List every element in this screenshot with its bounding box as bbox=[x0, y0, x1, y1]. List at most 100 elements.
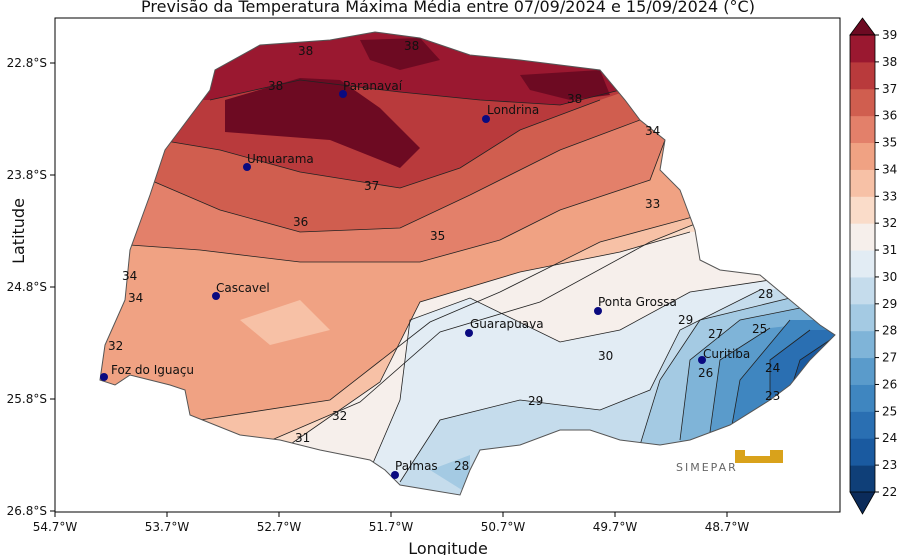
contour-label: 28 bbox=[758, 287, 773, 301]
colorbar-segment bbox=[850, 330, 875, 359]
colorbar-segment bbox=[850, 88, 875, 117]
svg-text:Foz do Iguaçu: Foz do Iguaçu bbox=[111, 363, 194, 377]
contour-label: 34 bbox=[128, 291, 143, 305]
x-axis-label: Longitude bbox=[408, 539, 488, 555]
colorbar-tick-label: 32 bbox=[882, 216, 897, 230]
contour-label: 25 bbox=[752, 322, 767, 336]
contour-label: 35 bbox=[430, 229, 445, 243]
y-tick-label: 24.8°S bbox=[7, 280, 47, 294]
contour-label: 34 bbox=[122, 269, 137, 283]
svg-text:Umuarama: Umuarama bbox=[247, 152, 314, 166]
simepar-logo: SIMEPAR bbox=[676, 450, 783, 474]
svg-text:Ponta Grossa: Ponta Grossa bbox=[598, 295, 677, 309]
y-tick-label: 23.8°S bbox=[7, 168, 47, 182]
colorbar-extend-top bbox=[849, 17, 876, 36]
colorbar-tick-label: 38 bbox=[882, 55, 897, 69]
colorbar-tick-label: 34 bbox=[882, 162, 897, 176]
city-cascavel: Cascavel bbox=[212, 281, 270, 300]
contour-label: 27 bbox=[708, 327, 723, 341]
colorbar-segment bbox=[850, 115, 875, 144]
x-axis: 54.7°W 53.7°W 52.7°W 51.7°W 50.7°W 49.7°… bbox=[33, 512, 749, 558]
colorbar: 22 23 24 25 26 27 28 29 30 31 32 33 34 35 36 37 38 39 bbox=[849, 17, 897, 515]
contour-label: 30 bbox=[598, 349, 613, 363]
contour-label: 28 bbox=[454, 459, 469, 473]
contour-label: 38 bbox=[567, 92, 582, 106]
city-markers: Paranavaí Londrina Umuarama Cascavel Gua… bbox=[100, 79, 750, 479]
colorbar-tick-label: 25 bbox=[882, 404, 897, 418]
city-curitiba: Curitiba bbox=[698, 347, 750, 364]
x-tick-label: 53.7°W bbox=[145, 520, 190, 534]
svg-text:Londrina: Londrina bbox=[487, 103, 539, 117]
colorbar-tick-label: 27 bbox=[882, 351, 897, 365]
svg-text:Paranavaí: Paranavaí bbox=[343, 79, 403, 93]
colorbar-segment bbox=[850, 465, 875, 493]
map-title: Previsão da Temperatura Máxima Média ent… bbox=[141, 0, 755, 16]
city-paranavai: Paranavaí bbox=[339, 79, 403, 98]
colorbar-segment bbox=[850, 169, 875, 197]
y-tick-label: 25.8°S bbox=[7, 392, 47, 406]
contour-label: 34 bbox=[645, 124, 660, 138]
colorbar-tick-label: 37 bbox=[882, 82, 897, 96]
colorbar-segment bbox=[850, 276, 875, 305]
contour-label: 29 bbox=[528, 394, 543, 408]
contour-label: 26 bbox=[698, 366, 713, 380]
colorbar-segment bbox=[850, 411, 875, 439]
svg-text:Cascavel: Cascavel bbox=[216, 281, 270, 295]
city-ponta-grossa: Ponta Grossa bbox=[594, 295, 677, 315]
city-palmas: Palmas bbox=[391, 459, 438, 479]
city-foz-do-iguacu: Foz do Iguaçu bbox=[100, 363, 194, 381]
colorbar-segment bbox=[850, 223, 875, 251]
colorbar-tick-label: 39 bbox=[882, 28, 897, 42]
contour-label: 23 bbox=[765, 389, 780, 403]
y-tick-label: 22.8°S bbox=[7, 56, 47, 70]
svg-text:SIMEPAR: SIMEPAR bbox=[676, 461, 738, 474]
y-axis-label: Latitude bbox=[9, 198, 28, 264]
colorbar-segment bbox=[850, 303, 875, 332]
colorbar-segment bbox=[850, 384, 875, 412]
svg-text:Curitiba: Curitiba bbox=[703, 347, 750, 361]
x-tick-label: 49.7°W bbox=[593, 520, 638, 534]
colorbar-tick-label: 24 bbox=[882, 431, 897, 445]
contour-label: 36 bbox=[293, 215, 308, 229]
colorbar-tick-label: 26 bbox=[882, 377, 897, 391]
svg-text:Palmas: Palmas bbox=[395, 459, 438, 473]
contour-label: 29 bbox=[678, 313, 693, 327]
colorbar-tick-label: 23 bbox=[882, 458, 897, 472]
colorbar-tick-label: 33 bbox=[882, 189, 897, 203]
x-tick-label: 54.7°W bbox=[33, 520, 78, 534]
contour-label: 31 bbox=[295, 431, 310, 445]
y-axis: 22.8°S 23.8°S 24.8°S 25.8°S 26.8°S Latit… bbox=[7, 56, 55, 518]
contour-label: 32 bbox=[332, 409, 347, 423]
colorbar-segment bbox=[850, 438, 875, 466]
colorbar-segment bbox=[850, 35, 875, 63]
city-umuarama: Umuarama bbox=[243, 152, 314, 171]
y-tick-label: 26.8°S bbox=[7, 504, 47, 518]
colorbar-tick-label: 28 bbox=[882, 324, 897, 338]
contour-label: 38 bbox=[268, 79, 283, 93]
band-39 bbox=[225, 38, 610, 168]
contour-lines bbox=[129, 79, 831, 483]
svg-text:Guarapuava: Guarapuava bbox=[470, 317, 544, 331]
colorbar-tick-label: 30 bbox=[882, 270, 897, 284]
colorbar-tick-label: 36 bbox=[882, 109, 897, 123]
colorbar-segment bbox=[850, 61, 875, 90]
colorbar-tick-label: 31 bbox=[882, 243, 897, 257]
colorbar-frame bbox=[849, 34, 876, 493]
contour-label: 32 bbox=[108, 339, 123, 353]
city-guarapuava: Guarapuava bbox=[465, 317, 544, 337]
colorbar-segment bbox=[850, 142, 875, 170]
colorbar-segment bbox=[850, 250, 875, 278]
contour-label: 38 bbox=[298, 44, 313, 58]
colorbar-extend-bottom bbox=[849, 491, 876, 515]
colorbar-tick-label: 22 bbox=[882, 485, 897, 499]
x-tick-label: 50.7°W bbox=[481, 520, 526, 534]
colorbar-tick-label: 29 bbox=[882, 297, 897, 311]
x-tick-label: 51.7°W bbox=[369, 520, 414, 534]
colorbar-segment bbox=[850, 196, 875, 224]
contour-label: 33 bbox=[645, 197, 660, 211]
contour-label: 37 bbox=[364, 179, 379, 193]
x-tick-label: 52.7°W bbox=[257, 520, 302, 534]
contour-label: 38 bbox=[404, 39, 419, 53]
city-londrina: Londrina bbox=[482, 103, 539, 123]
